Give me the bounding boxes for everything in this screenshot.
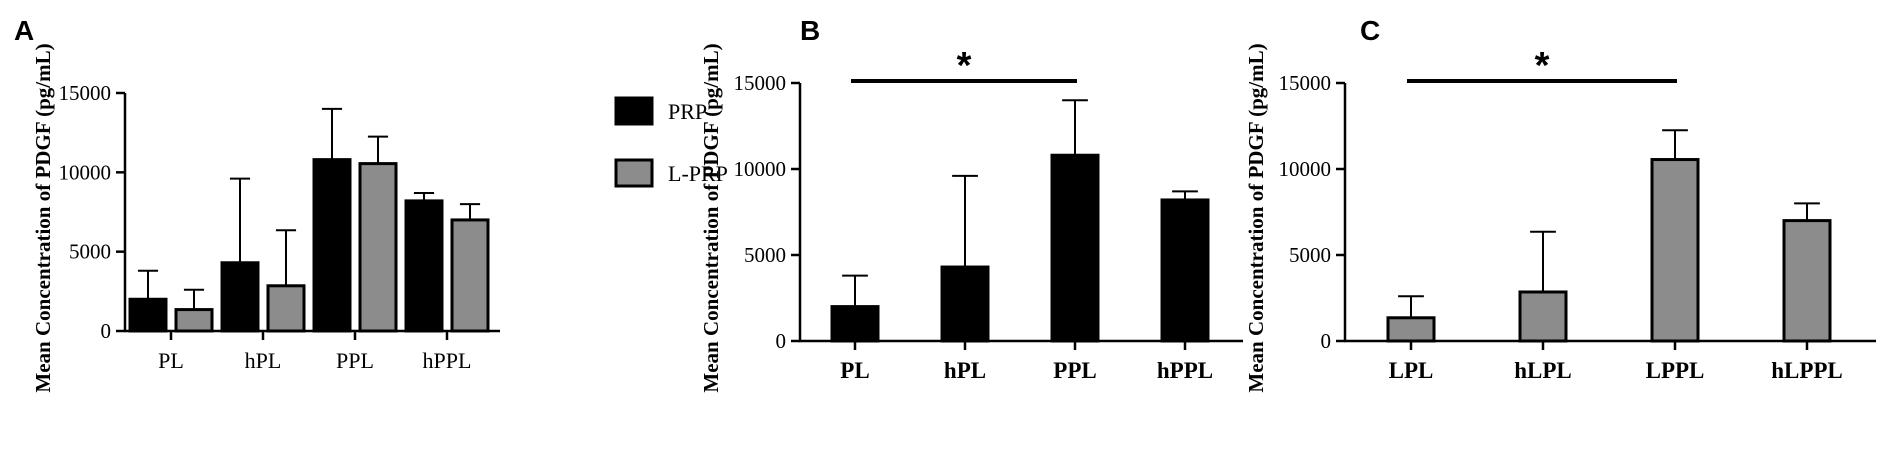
y-tick-label: 15000 [59,81,112,105]
bar [1050,153,1100,343]
chart-panel-b: B 0 5000 10000 15000 Mean Concentration of PD… [699,15,1243,393]
bar [128,297,168,333]
x-tick-label: hPL [245,348,282,373]
x-tick-label: hPPL [423,348,472,373]
legend-swatch [614,158,654,188]
panel-letter: B [800,15,820,46]
y-tick-label: 10000 [59,160,112,184]
bar [830,305,880,343]
y-axis-label: Mean Concentration of PDGF (pg/mL) [31,43,55,392]
x-tick-label: hPL [944,358,986,383]
y-tick-label: 0 [101,319,112,343]
x-tick-label: PL [158,348,184,373]
bar [1650,158,1700,343]
panel-letter: A [14,15,34,46]
bar [220,261,260,333]
x-tick-label: LPPL [1646,358,1705,383]
legend-swatch [614,96,654,126]
x-tick-label: hPPL [1157,358,1213,383]
significance-star: * [957,45,972,87]
bar [1518,290,1568,343]
significance-star: * [1535,45,1550,87]
y-tick-label: 15000 [734,71,787,95]
bar [450,218,490,333]
y-tick-label: 0 [776,329,787,353]
bar [174,308,214,333]
bar [312,158,352,333]
bar [404,199,444,333]
bar [266,284,306,333]
x-tick-label: hLPPL [1771,358,1843,383]
bar [358,162,398,333]
y-axis-label: Mean Concentration of PDGF (pg/mL) [699,43,723,392]
y-tick-label: 0 [1321,329,1332,353]
legend-label: L-PRP [668,161,728,186]
y-tick-label: 15000 [1279,71,1332,95]
bar [1386,316,1436,343]
x-tick-label: PL [840,358,869,383]
bar [1160,198,1210,343]
bar [940,265,990,343]
x-tick-label: PPL [336,348,374,373]
y-tick-label: 5000 [744,243,786,267]
y-axis-label: Mean Concentration of PDGF (pg/mL) [1244,43,1268,392]
bar [1782,219,1832,343]
legend-label: PRP [668,99,707,124]
x-tick-label: PPL [1053,358,1096,383]
chart-panel-c: C 0 5000 10000 15000 Mean Concentration of PD… [1244,15,1876,393]
y-tick-label: 10000 [734,157,787,181]
y-tick-label: 5000 [69,240,111,264]
y-tick-label: 5000 [1289,243,1331,267]
panel-letter: C [1360,15,1380,46]
x-tick-label: hLPL [1514,358,1572,383]
legend: PRP L-PRP [614,96,728,188]
x-tick-label: LPL [1389,358,1434,383]
y-tick-label: 10000 [1279,157,1332,181]
